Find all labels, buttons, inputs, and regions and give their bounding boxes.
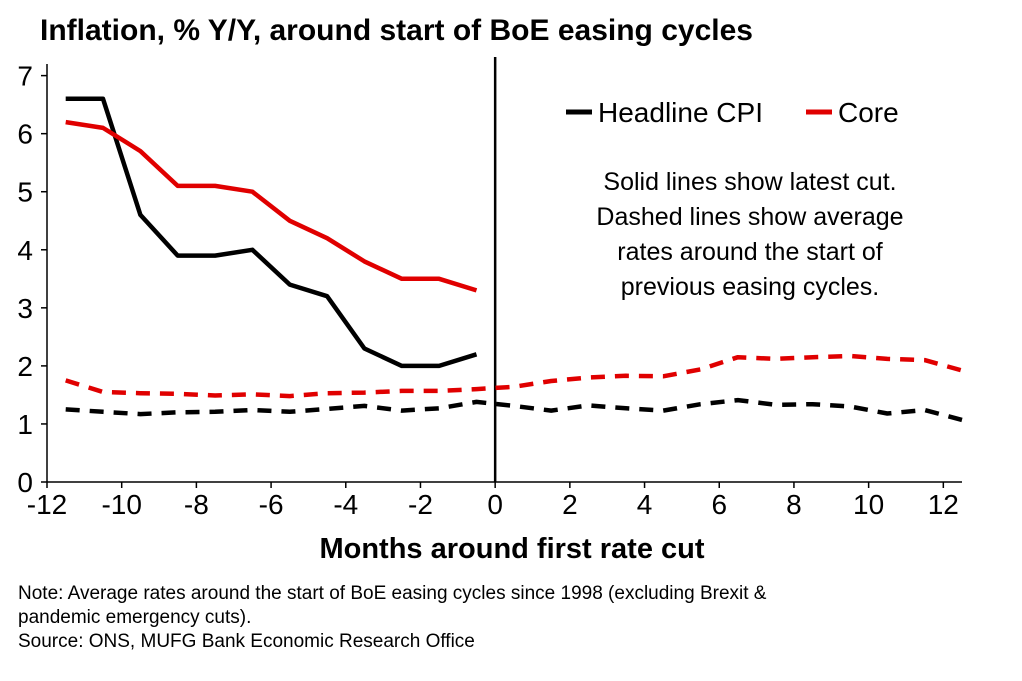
- y-tick-label: 0: [17, 467, 33, 498]
- annotation-line: rates around the start of: [617, 238, 882, 266]
- annotation-line: Solid lines show latest cut.: [603, 168, 896, 196]
- chart-series: [65, 96, 963, 423]
- x-tick-label: 6: [711, 489, 727, 520]
- note-line-1: Note: Average rates around the start of …: [18, 583, 767, 604]
- y-tick-label: 3: [17, 293, 33, 324]
- x-tick-label: 12: [928, 489, 959, 520]
- x-tick-label: 0: [487, 489, 503, 520]
- x-axis-label: Months around first rate cut: [319, 533, 704, 565]
- source-line: Source: ONS, MUFG Bank Economic Research…: [18, 631, 475, 652]
- note-line-2: pandemic emergency cuts).: [18, 607, 252, 628]
- y-tick-label: 1: [17, 409, 33, 440]
- annotation-line: Dashed lines show average: [596, 203, 903, 231]
- annotation-line: previous easing cycles.: [621, 273, 879, 301]
- x-tick-label: -12: [27, 489, 67, 520]
- legend-headline-label: Headline CPI: [598, 97, 763, 128]
- x-tick-label: -8: [184, 489, 209, 520]
- y-tick-label: 5: [17, 177, 33, 208]
- x-tick-label: 10: [853, 489, 884, 520]
- average-core-dashed-line: [65, 353, 963, 399]
- footnote: Note: Average rates around the start of …: [18, 582, 1008, 654]
- core-solid-line: [65, 119, 478, 293]
- chart-annotation: Solid lines show latest cut. Dashed lines…: [596, 168, 903, 301]
- y-tick-label: 2: [17, 351, 33, 382]
- chart-legend: Headline CPI Core: [566, 97, 899, 128]
- y-tick-label: 4: [17, 235, 33, 266]
- x-tick-label: 4: [637, 489, 653, 520]
- x-tick-label: -6: [259, 489, 284, 520]
- x-tick-label: -4: [333, 489, 358, 520]
- x-tick-label: 2: [562, 489, 578, 520]
- x-tick-label: -2: [408, 489, 433, 520]
- average-headline-dashed-line: [65, 397, 963, 423]
- x-tick-label: 8: [786, 489, 802, 520]
- y-tick-label: 7: [17, 61, 33, 92]
- legend-core-label: Core: [838, 97, 899, 128]
- y-tick-label: 6: [17, 119, 33, 150]
- chart-title: Inflation, % Y/Y, around start of BoE ea…: [40, 14, 753, 47]
- headline-cpi-solid-line: [65, 96, 478, 369]
- x-tick-label: -10: [101, 489, 141, 520]
